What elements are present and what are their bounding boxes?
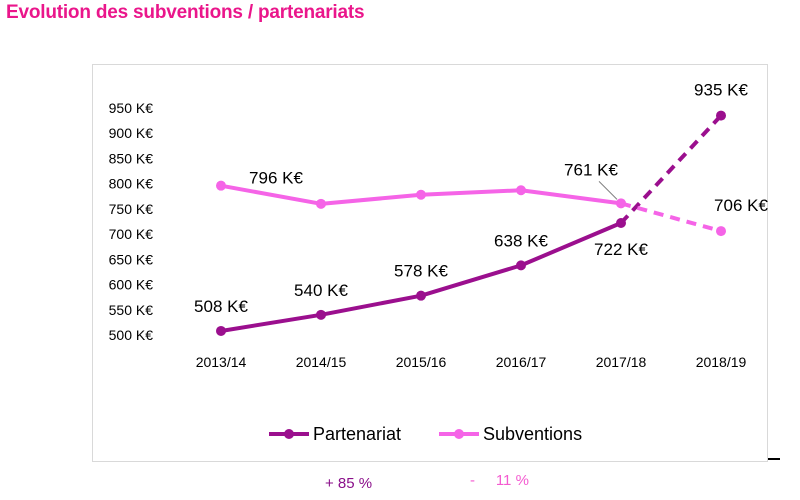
legend: Partenariat Subventions bbox=[269, 424, 582, 444]
decorative-dash bbox=[768, 458, 780, 460]
data-label-partenariat: 508 K€ bbox=[194, 297, 248, 316]
data-label-subventions: 761 K€ bbox=[564, 160, 618, 179]
x-tick-label: 2014/15 bbox=[296, 354, 347, 370]
legend-marker bbox=[284, 429, 294, 439]
series-projection-partenariat bbox=[619, 114, 723, 225]
y-tick-label: 700 K€ bbox=[109, 226, 154, 242]
data-point-subventions bbox=[716, 226, 726, 237]
data-label-partenariat: 722 K€ bbox=[594, 240, 648, 259]
x-tick-label: 2016/17 bbox=[496, 354, 547, 370]
data-label-partenariat: 638 K€ bbox=[494, 231, 548, 250]
data-point-subventions bbox=[616, 198, 626, 209]
y-tick-label: 850 K€ bbox=[109, 150, 154, 166]
y-axis: 500 K€ 550 K€ 600 K€ 650 K€ 700 K€ 750 K€ 800 … bbox=[109, 100, 154, 343]
data-point-subventions bbox=[416, 189, 426, 200]
data-point-subventions bbox=[516, 185, 526, 196]
data-point-partenariat bbox=[516, 260, 526, 271]
chart-title: Evolution des subventions / partenariats bbox=[6, 2, 365, 23]
data-point-partenariat bbox=[316, 309, 326, 320]
legend-label: Subventions bbox=[483, 424, 582, 444]
x-tick-label: 2015/16 bbox=[396, 354, 447, 370]
data-label-leader-line bbox=[598, 180, 618, 200]
data-label-partenariat: 935 K€ bbox=[694, 81, 748, 100]
x-tick-label: 2017/18 bbox=[596, 354, 647, 370]
y-tick-label: 500 K€ bbox=[109, 327, 154, 343]
line-chart: 500 K€ 550 K€ 600 K€ 650 K€ 700 K€ 750 K€ 800 … bbox=[109, 81, 769, 444]
x-tick-label: 2018/19 bbox=[696, 354, 747, 370]
data-label-subventions: 796 K€ bbox=[249, 169, 303, 188]
data-point-subventions bbox=[316, 198, 326, 209]
y-tick-label: 750 K€ bbox=[109, 201, 154, 217]
chart-area: 500 K€ 550 K€ 600 K€ 650 K€ 700 K€ 750 K€ 800 … bbox=[92, 64, 768, 462]
y-tick-label: 550 K€ bbox=[109, 302, 154, 318]
series-points bbox=[216, 110, 726, 336]
data-point-partenariat bbox=[416, 290, 426, 301]
x-tick-label: 2013/14 bbox=[196, 354, 247, 370]
y-tick-label: 800 K€ bbox=[109, 176, 154, 192]
data-point-subventions bbox=[216, 180, 226, 191]
data-labels: 508 K€ 540 K€ 578 K€ 638 K€ 722 K€ 935 K€ 796 … bbox=[194, 81, 768, 316]
data-point-partenariat bbox=[716, 110, 726, 121]
y-tick-label: 950 K€ bbox=[109, 100, 154, 116]
data-label-partenariat: 578 K€ bbox=[394, 262, 448, 281]
subventions-change-annotation: - 11 % bbox=[470, 472, 529, 489]
data-label-partenariat: 540 K€ bbox=[294, 281, 348, 300]
y-tick-label: 650 K€ bbox=[109, 251, 154, 267]
data-point-partenariat bbox=[216, 325, 226, 336]
legend-label: Partenariat bbox=[313, 424, 401, 444]
x-axis: 2013/14 2014/15 2015/16 2016/17 2017/18 2018/… bbox=[196, 354, 747, 370]
partenariat-change-annotation: + 85 % bbox=[325, 475, 373, 492]
y-tick-label: 600 K€ bbox=[109, 277, 154, 293]
series-projection-subventions bbox=[620, 201, 722, 234]
data-label-subventions: 706 K€ bbox=[714, 196, 768, 215]
legend-marker bbox=[454, 429, 464, 439]
data-point-partenariat bbox=[616, 218, 626, 229]
y-tick-label: 900 K€ bbox=[109, 125, 154, 141]
